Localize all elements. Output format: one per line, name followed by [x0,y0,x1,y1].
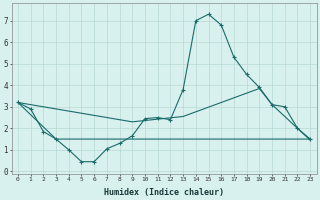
X-axis label: Humidex (Indice chaleur): Humidex (Indice chaleur) [104,188,224,197]
